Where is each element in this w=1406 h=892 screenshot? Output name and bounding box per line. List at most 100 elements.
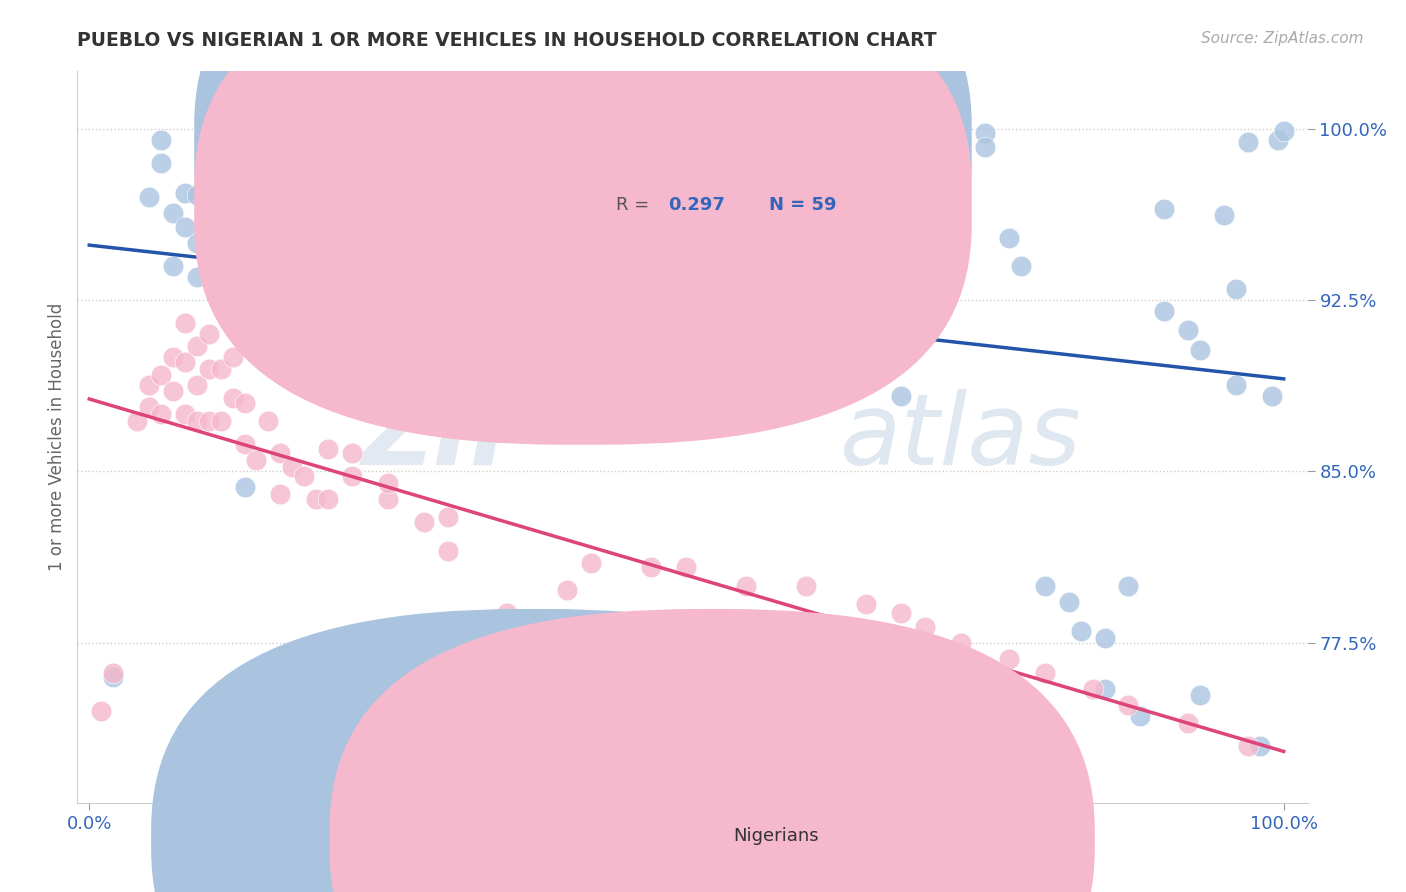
Point — [555, 636, 578, 650]
Text: PUEBLO VS NIGERIAN 1 OR MORE VEHICLES IN HOUSEHOLD CORRELATION CHART: PUEBLO VS NIGERIAN 1 OR MORE VEHICLES IN… — [77, 31, 936, 50]
Point — [138, 401, 160, 415]
Point — [735, 579, 758, 593]
Point — [186, 187, 208, 202]
Point — [699, 254, 721, 268]
Point — [401, 194, 423, 209]
Point — [1177, 323, 1199, 337]
Point — [950, 135, 973, 149]
Point — [162, 350, 184, 364]
Text: ZIP: ZIP — [361, 389, 546, 485]
Point — [197, 231, 219, 245]
Point — [1153, 304, 1175, 318]
Point — [412, 515, 434, 529]
FancyBboxPatch shape — [329, 609, 1095, 892]
Point — [1081, 681, 1104, 696]
Point — [340, 235, 363, 250]
Point — [340, 304, 363, 318]
FancyBboxPatch shape — [546, 94, 920, 228]
Point — [340, 469, 363, 483]
Point — [173, 316, 195, 330]
Point — [221, 254, 243, 268]
Point — [186, 270, 208, 285]
Point — [759, 247, 782, 261]
Point — [974, 126, 997, 140]
Point — [1057, 594, 1080, 608]
Point — [998, 231, 1021, 245]
Point — [531, 629, 554, 643]
Point — [197, 327, 219, 342]
Point — [221, 218, 243, 232]
Point — [496, 606, 519, 620]
Point — [101, 670, 124, 684]
Point — [1225, 281, 1247, 295]
Point — [209, 186, 232, 200]
Point — [186, 338, 208, 352]
Point — [579, 391, 602, 405]
Point — [1070, 624, 1092, 639]
Point — [149, 407, 172, 421]
Point — [1033, 665, 1056, 680]
Text: -0.225: -0.225 — [668, 136, 733, 153]
Point — [555, 583, 578, 598]
Point — [340, 446, 363, 460]
Point — [316, 491, 339, 506]
Point — [233, 396, 256, 410]
Point — [890, 606, 912, 620]
Point — [579, 556, 602, 570]
Point — [1261, 389, 1284, 403]
Point — [879, 304, 901, 318]
Point — [914, 135, 936, 149]
Point — [173, 407, 195, 421]
Point — [1129, 709, 1152, 723]
Point — [640, 560, 662, 574]
Point — [377, 475, 399, 490]
Text: 0.297: 0.297 — [668, 196, 724, 214]
Point — [138, 377, 160, 392]
Point — [186, 377, 208, 392]
Point — [186, 414, 208, 428]
Text: Nigerians: Nigerians — [733, 827, 818, 845]
Point — [1249, 739, 1271, 753]
Point — [101, 665, 124, 680]
Point — [257, 338, 280, 352]
Point — [125, 414, 148, 428]
Point — [173, 186, 195, 200]
Point — [162, 384, 184, 399]
Point — [1010, 259, 1032, 273]
Point — [245, 453, 267, 467]
Point — [974, 140, 997, 154]
Point — [197, 361, 219, 376]
Point — [818, 178, 841, 193]
Point — [233, 480, 256, 494]
Point — [794, 190, 817, 204]
Point — [221, 190, 243, 204]
Point — [292, 469, 315, 483]
Point — [209, 414, 232, 428]
Point — [1177, 715, 1199, 730]
Point — [855, 597, 877, 611]
Point — [149, 133, 172, 147]
Point — [316, 442, 339, 456]
Text: Pueblo: Pueblo — [555, 827, 616, 845]
Point — [651, 343, 673, 358]
Point — [436, 377, 458, 392]
Point — [914, 620, 936, 634]
Point — [1118, 579, 1140, 593]
Point — [531, 350, 554, 364]
Point — [233, 252, 256, 266]
Point — [269, 487, 291, 501]
Point — [998, 652, 1021, 666]
Text: atlas: atlas — [841, 389, 1081, 485]
FancyBboxPatch shape — [194, 0, 972, 445]
Point — [305, 491, 328, 506]
Point — [233, 437, 256, 451]
Point — [794, 579, 817, 593]
Point — [831, 194, 853, 209]
Point — [149, 368, 172, 383]
Point — [221, 350, 243, 364]
Point — [209, 252, 232, 266]
Point — [1189, 343, 1212, 358]
Point — [675, 560, 697, 574]
Point — [281, 300, 304, 314]
Point — [292, 304, 315, 318]
